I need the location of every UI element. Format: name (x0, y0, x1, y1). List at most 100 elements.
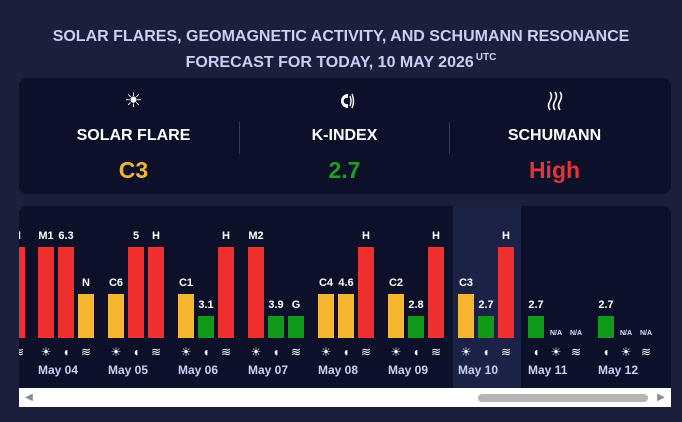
waves-svg (547, 91, 562, 111)
k-index-summary: K-INDEX 2.7 (240, 78, 449, 194)
bar-value-label: 6.3 (58, 230, 74, 243)
solar-flare-summary: ☀ SOLAR FLARE C3 (29, 78, 238, 194)
bar-value-label: H (432, 230, 440, 243)
forecast-bar[interactable] (58, 247, 74, 338)
date-label: May 08 (318, 363, 359, 377)
forecast-bar[interactable] (408, 315, 424, 338)
forecast-bar[interactable] (178, 294, 194, 338)
sun-icon: ☀ (124, 90, 143, 112)
bar-value-label: H (152, 230, 160, 243)
title-date: FORECAST FOR TODAY, 10 MAY 2026 (185, 54, 474, 71)
bar-value-label: 2.8 (408, 298, 424, 311)
forecast-bar[interactable] (108, 294, 124, 338)
magnet-icon: ◖ (532, 345, 540, 359)
waves-icon: ≋ (19, 345, 28, 359)
magnet-icon: ◖ (132, 345, 140, 359)
na-label: N/A (619, 330, 633, 337)
forecast-bar[interactable] (528, 315, 544, 338)
bar-value-label: 4.6 (338, 277, 354, 290)
bar-value-label: H (19, 230, 32, 243)
forecast-bar[interactable] (78, 294, 94, 338)
title-line-2: FORECAST FOR TODAY, 10 MAY 2026 UTC (0, 47, 682, 73)
date-label: May 11 (528, 363, 568, 377)
scroll-thumb[interactable] (478, 394, 648, 402)
date-label: May 09 (388, 363, 429, 377)
magnet-icon: ◖ (602, 345, 610, 359)
forecast-bar[interactable] (498, 247, 514, 338)
sun-icon: ☀ (250, 345, 262, 359)
solar-flare-label: SOLAR FLARE (76, 127, 191, 144)
summary-panel: ☀ SOLAR FLARE C3 K-INDEX 2.7 SCHUMANN Hi… (19, 78, 671, 194)
schumann-label: SCHUMANN (507, 127, 602, 144)
bar-value-label: H (362, 230, 370, 243)
bar-value-label: 2.7 (598, 298, 614, 311)
schumann-value: High (528, 157, 581, 183)
bar-value-label: M2 (248, 230, 264, 243)
bar-value-label: C3 (458, 277, 474, 290)
date-label: May 04 (38, 363, 79, 377)
schumann-summary: SCHUMANN High (450, 78, 659, 194)
sun-icon: ☀ (620, 345, 632, 359)
forecast-bar[interactable] (198, 315, 214, 338)
bar-value-label: 2.7 (528, 298, 544, 311)
forecast-bar[interactable] (458, 294, 474, 338)
magnet-icon: ◖ (62, 345, 70, 359)
forecast-bar[interactable] (128, 247, 144, 338)
bar-value-label: C1 (178, 277, 194, 290)
forecast-bar[interactable] (218, 247, 234, 338)
magnet-icon (240, 90, 449, 117)
page-title: SOLAR FLARES, GEOMAGNETIC ACTIVITY, AND … (0, 26, 682, 73)
waves-icon: ≋ (150, 345, 162, 359)
bar-value-label: 3.9 (268, 298, 284, 311)
date-label: May 07 (248, 363, 289, 377)
forecast-bar[interactable] (598, 315, 614, 338)
waves-icon: ≋ (570, 345, 582, 359)
magnet-icon: ◖ (412, 345, 420, 359)
sun-icon: ☀ (320, 345, 332, 359)
bar-value-label: G (291, 298, 301, 311)
bar-value-label: 3.1 (198, 298, 214, 311)
partial-bar (19, 247, 25, 338)
forecast-bar[interactable] (38, 247, 54, 338)
waves-icon (450, 90, 659, 117)
forecast-bar[interactable] (318, 294, 334, 338)
forecast-bar[interactable] (288, 315, 304, 338)
magnet-icon: ◖ (272, 345, 280, 359)
na-label: N/A (639, 330, 653, 337)
bar-value-label: 5 (132, 230, 140, 243)
na-label: N/A (549, 330, 563, 337)
scroll-right-icon[interactable]: ▶ (657, 392, 665, 403)
forecast-bar[interactable] (428, 247, 444, 338)
bar-value-label: N (82, 277, 90, 290)
bar-value-label: H (222, 230, 230, 243)
bar-value-label: C4 (318, 277, 334, 290)
sun-icon: ☀ (390, 345, 402, 359)
magnet-icon: ◖ (202, 345, 210, 359)
k-index-label: K-INDEX (311, 127, 378, 144)
bar-value-label: 2.7 (478, 298, 494, 311)
forecast-bar[interactable] (478, 315, 494, 338)
sun-icon: ☀ (110, 345, 122, 359)
magnet-icon: ◖ (482, 345, 490, 359)
k-index-value: 2.7 (328, 157, 361, 183)
bar-value-label: C6 (108, 277, 124, 290)
waves-icon: ≋ (430, 345, 442, 359)
forecast-bar[interactable] (148, 247, 164, 338)
solar-flare-value: C3 (118, 157, 149, 183)
date-label: May 10 (458, 363, 499, 377)
forecast-bar[interactable] (388, 294, 404, 338)
scroll-left-icon[interactable]: ◀ (25, 392, 33, 403)
horizontal-scrollbar[interactable]: ◀ ▶ (19, 388, 671, 407)
waves-icon: ≋ (290, 345, 302, 359)
sun-icon: ☀ (180, 345, 192, 359)
na-label: N/A (569, 330, 583, 337)
forecast-bar[interactable] (248, 247, 264, 338)
forecast-bar[interactable] (358, 247, 374, 338)
bar-value-label: H (502, 230, 510, 243)
title-utc: UTC (475, 52, 497, 63)
forecast-bar[interactable] (268, 315, 284, 338)
waves-icon: ≋ (80, 345, 92, 359)
date-label: May 05 (108, 363, 149, 377)
forecast-bar[interactable] (338, 294, 354, 338)
